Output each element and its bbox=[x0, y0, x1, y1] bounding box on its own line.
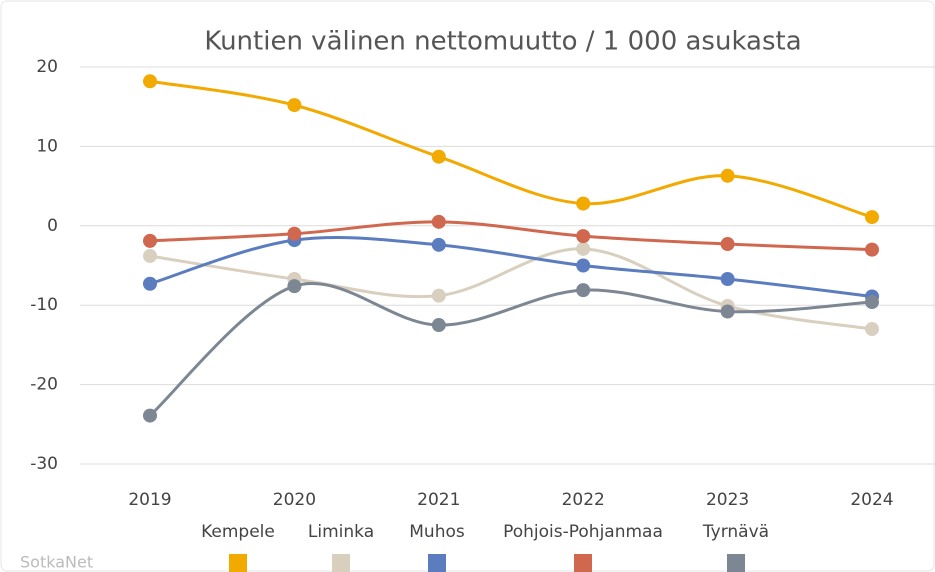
legend-label: Liminka bbox=[308, 522, 374, 542]
x-tick-label: 2021 bbox=[417, 490, 460, 510]
data-point bbox=[431, 214, 446, 229]
data-point bbox=[287, 279, 302, 294]
data-point bbox=[720, 304, 735, 319]
data-point bbox=[865, 242, 879, 257]
x-tick-label: 2019 bbox=[128, 490, 171, 510]
y-tick-label: -10 bbox=[30, 295, 58, 315]
data-point bbox=[576, 241, 591, 256]
legend-label: Pohjois-Pohjanmaa bbox=[503, 522, 663, 542]
series-line bbox=[148, 282, 873, 417]
legend-swatch bbox=[229, 554, 247, 572]
data-point bbox=[287, 98, 302, 113]
data-point bbox=[143, 248, 157, 263]
y-tick-label: 0 bbox=[47, 216, 58, 236]
legend-swatch bbox=[727, 554, 745, 572]
series-line bbox=[149, 79, 873, 219]
data-point bbox=[720, 237, 735, 252]
y-tick-label: 10 bbox=[36, 136, 58, 156]
x-tick-label: 2022 bbox=[562, 490, 605, 510]
data-point bbox=[720, 271, 735, 286]
data-point bbox=[576, 196, 591, 211]
data-point bbox=[865, 322, 879, 337]
x-tick-label: 2024 bbox=[850, 490, 893, 510]
data-point bbox=[576, 258, 591, 273]
data-point bbox=[431, 288, 446, 303]
x-tick-label: 2023 bbox=[706, 490, 749, 510]
data-point bbox=[865, 295, 879, 310]
legend-swatch bbox=[428, 554, 446, 572]
chart-title: Kuntien välinen nettomuutto / 1 000 asuk… bbox=[204, 27, 801, 57]
credit: SotkaNet bbox=[20, 553, 93, 572]
y-tick-label: -30 bbox=[30, 454, 58, 474]
data-point bbox=[431, 318, 446, 333]
legend-label: Tyrnävä bbox=[702, 522, 769, 542]
data-point bbox=[143, 74, 157, 89]
data-point bbox=[576, 229, 591, 244]
y-tick-label: -20 bbox=[30, 375, 58, 395]
data-point bbox=[143, 233, 157, 248]
data-point bbox=[720, 168, 735, 183]
data-point bbox=[143, 408, 157, 423]
series-line bbox=[149, 235, 873, 298]
data-point bbox=[431, 237, 446, 252]
data-point bbox=[287, 226, 302, 241]
data-point bbox=[576, 283, 591, 298]
legend-label: Muhos bbox=[409, 522, 465, 542]
x-tick-label: 2020 bbox=[273, 490, 316, 510]
data-point bbox=[865, 210, 879, 225]
y-tick-label: 20 bbox=[36, 57, 58, 77]
legend-swatch bbox=[574, 554, 592, 572]
series-line bbox=[149, 220, 873, 252]
data-point bbox=[431, 149, 446, 164]
legend-label: Kempele bbox=[201, 522, 275, 542]
data-point bbox=[143, 276, 157, 291]
legend-swatch bbox=[332, 554, 350, 572]
